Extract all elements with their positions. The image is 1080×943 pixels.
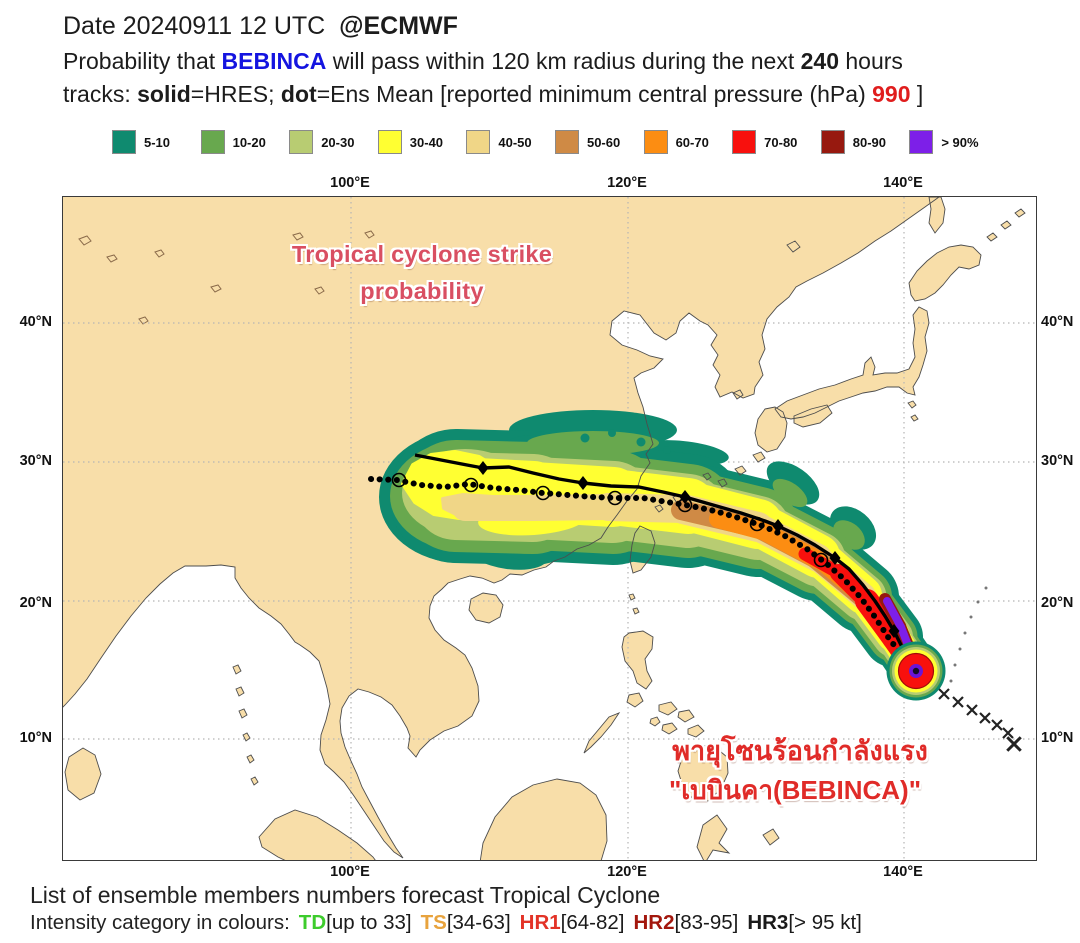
legend-label: 80-90 <box>852 134 886 150</box>
prob-suf: hours <box>838 48 903 74</box>
legend-item: 70-80 <box>732 130 821 154</box>
hres-diamonds <box>477 461 900 638</box>
legend-label: 5-10 <box>144 134 171 150</box>
legend-swatch <box>643 130 668 154</box>
solid-eq: =HRES; <box>190 81 281 107</box>
intensity-code: HR3 <box>747 911 789 934</box>
ens-mean-track <box>368 476 920 676</box>
legend-label: 30-40 <box>409 134 444 150</box>
footer-line1: List of ensemble members numbers forecas… <box>30 882 661 908</box>
header-tracks-line: tracks: solid=HRES; dot=Ens Mean [report… <box>63 81 923 108</box>
legend-swatch <box>732 130 757 154</box>
lat-label-left: 20°N <box>19 595 52 611</box>
solid-word: solid <box>137 81 191 107</box>
lat-label-right: 40°N <box>1041 314 1074 330</box>
header-date-line: Date 20240911 12 UTC @ECMWF <box>63 12 458 41</box>
legend-swatch <box>377 130 402 154</box>
overlay-title-line1: Tropical cyclone strike <box>291 241 553 267</box>
intensity-label: Intensity category in colours: <box>30 911 290 934</box>
legend-label: 20-30 <box>321 134 355 150</box>
date-text: Date 20240911 12 UTC <box>63 12 326 40</box>
intensity-range: [34-63] <box>446 911 511 934</box>
lon-label-bottom: 140°E <box>883 864 923 880</box>
dot-eq: =Ens Mean [reported minimum central pres… <box>316 81 873 107</box>
header-probability-line: Probability that BEBINCA will pass withi… <box>63 48 903 75</box>
legend-item: 10-20 <box>200 130 290 154</box>
legend-swatch <box>112 130 136 154</box>
lat-label-right: 30°N <box>1041 453 1074 469</box>
legend-item: 40-50 <box>466 130 555 154</box>
lat-label-right: 10°N <box>1041 730 1074 746</box>
legend-swatch <box>554 130 579 154</box>
past-track-x-marks <box>938 688 1022 752</box>
legend-label: 10-20 <box>232 134 266 150</box>
lon-label-top: 140°E <box>883 175 923 191</box>
legend-swatch <box>200 130 225 154</box>
lon-label-bottom: 120°E <box>607 864 647 880</box>
tracks <box>368 453 1022 752</box>
intensity-code: HR2 <box>633 911 675 934</box>
legend-label: 50-60 <box>586 134 621 150</box>
legend-item: 80-90 <box>820 130 910 154</box>
legend-swatch <box>466 130 491 154</box>
prob-pre: Probability that <box>63 48 222 74</box>
cyclone-symbol <box>886 641 946 701</box>
tracks-label: tracks: <box>63 81 138 107</box>
legend-item: 20-30 <box>289 130 378 154</box>
thai-label-line1: พายุโซนร้อนกำลังแรง <box>672 736 928 766</box>
dot-word: dot <box>280 81 317 107</box>
legend-label: 60-70 <box>675 134 709 150</box>
intensity-code: HR1 <box>519 911 561 934</box>
overlay-title-line2: probability <box>360 278 484 304</box>
lon-label-top: 100°E <box>330 175 370 191</box>
prob-mid: will pass within 120 km radius during th… <box>326 48 801 74</box>
legend-label: 40-50 <box>498 134 532 150</box>
map-svg <box>63 197 1036 860</box>
hours-value: 240 <box>800 48 839 74</box>
lat-label-left: 10°N <box>19 730 52 746</box>
lat-label-left: 40°N <box>19 314 52 330</box>
legend-label: > 90% <box>941 134 979 150</box>
intensity-code: TD <box>298 911 327 934</box>
legend-item: 50-60 <box>554 130 644 154</box>
intensity-range: [64-82] <box>560 911 625 934</box>
intensity-range: [up to 33] <box>326 911 412 934</box>
lat-label-right: 20°N <box>1041 595 1074 611</box>
map-frame <box>62 196 1037 861</box>
legend-swatch <box>289 130 314 154</box>
map-overlay-title: Tropical cyclone strike probability <box>272 236 572 310</box>
intensity-range: [83-95] <box>674 911 739 934</box>
lon-label-top: 120°E <box>607 175 647 191</box>
hres-track <box>414 453 918 672</box>
bracket-close: ] <box>910 81 924 107</box>
legend-swatch <box>909 130 934 154</box>
intensity-range: [> 95 kt] <box>788 911 862 934</box>
legend-item: > 90% <box>909 130 998 154</box>
legend-label: 70-80 <box>764 134 798 150</box>
intensity-categories: TD[up to 33] TS[34-63] HR1[64-82] HR2[83-95… <box>290 911 862 934</box>
legend-item: 5-10 <box>112 130 201 154</box>
intensity-code: TS <box>420 911 447 934</box>
probability-legend: 5-10 10-20 20-30 30-40 40-50 50-60 60-70 70-80 8… <box>112 130 998 154</box>
legend-item: 30-40 <box>377 130 467 154</box>
ecmwf-handle: @ECMWF <box>339 12 458 40</box>
footer-intensity-line: Intensity category in colours: TD[up to 3… <box>30 911 862 935</box>
storm-name: BEBINCA <box>221 48 327 74</box>
lat-label-left: 30°N <box>19 453 52 469</box>
lon-label-bottom: 100°E <box>330 864 370 880</box>
legend-item: 60-70 <box>643 130 733 154</box>
thai-label-line2: "เบบินคา(BEBINCA)" <box>668 775 922 805</box>
pressure-value: 990 <box>872 81 911 107</box>
legend-swatch <box>820 130 845 154</box>
